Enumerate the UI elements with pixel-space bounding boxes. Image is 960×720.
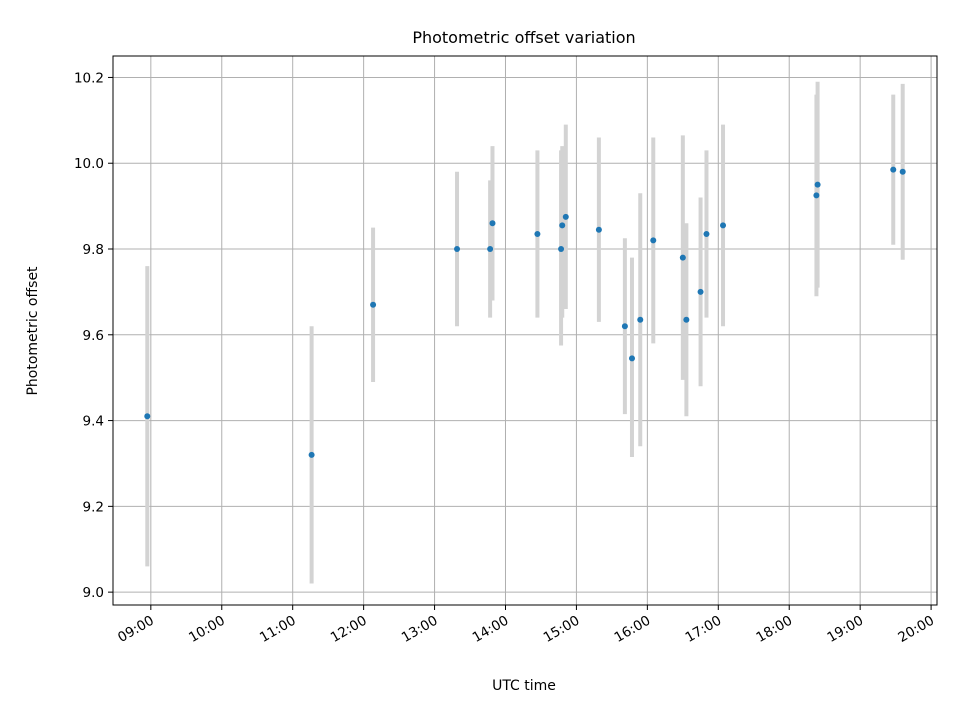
chart-title: Photometric offset variation xyxy=(412,28,635,47)
y-tick-label: 9.0 xyxy=(83,585,104,601)
y-tick-label: 10.2 xyxy=(74,70,104,86)
data-point xyxy=(534,230,541,237)
data-point xyxy=(144,413,151,420)
data-point xyxy=(814,181,821,188)
data-point xyxy=(562,213,569,220)
data-point xyxy=(308,451,315,458)
x-axis-label: UTC time xyxy=(492,678,556,694)
y-ticks: 9.0 9.2 9.4 9.6 9.8 10.0 10.2 xyxy=(74,70,113,601)
data-point xyxy=(621,323,628,330)
y-tick-label: 9.6 xyxy=(83,328,104,344)
x-tick-label: 14:00 xyxy=(470,613,512,646)
data-point xyxy=(454,246,461,253)
y-gridlines xyxy=(113,76,937,593)
data-point xyxy=(487,246,494,253)
data-points xyxy=(144,166,906,458)
data-point xyxy=(697,288,704,295)
data-point xyxy=(683,316,690,323)
x-ticks: 09:00 10:00 11:00 12:00 13:00 14:00 15:00 16:00… xyxy=(115,605,937,646)
x-tick-label: 19:00 xyxy=(824,613,866,646)
x-gridlines xyxy=(150,56,932,605)
x-tick-label: 16:00 xyxy=(612,613,654,646)
y-tick-label: 9.8 xyxy=(83,242,104,258)
data-point xyxy=(559,222,566,229)
data-point xyxy=(595,226,602,233)
y-tick-label: 9.4 xyxy=(83,414,104,430)
x-tick-label: 11:00 xyxy=(257,613,299,646)
x-tick-label: 15:00 xyxy=(541,613,583,646)
plot-frame xyxy=(112,55,938,606)
data-point xyxy=(558,246,565,253)
x-tick-label: 09:00 xyxy=(115,613,157,646)
data-point xyxy=(679,254,686,261)
data-point xyxy=(370,301,377,308)
data-point xyxy=(637,316,644,323)
y-tick-label: 9.2 xyxy=(83,499,104,515)
x-tick-label: 10:00 xyxy=(186,613,228,646)
data-point xyxy=(650,237,657,244)
data-point xyxy=(813,192,820,199)
y-axis-label: Photometric offset xyxy=(25,266,41,396)
x-tick-label: 17:00 xyxy=(683,613,725,646)
x-tick-label: 18:00 xyxy=(754,613,796,646)
data-point xyxy=(703,230,710,237)
data-point xyxy=(628,355,635,362)
data-point xyxy=(489,220,496,227)
y-tick-label: 10.0 xyxy=(74,156,104,172)
x-tick-label: 20:00 xyxy=(895,613,937,646)
x-tick-label: 12:00 xyxy=(328,613,370,646)
x-tick-label: 13:00 xyxy=(399,613,441,646)
data-point xyxy=(899,168,906,175)
data-point xyxy=(890,166,897,173)
data-point xyxy=(720,222,727,229)
